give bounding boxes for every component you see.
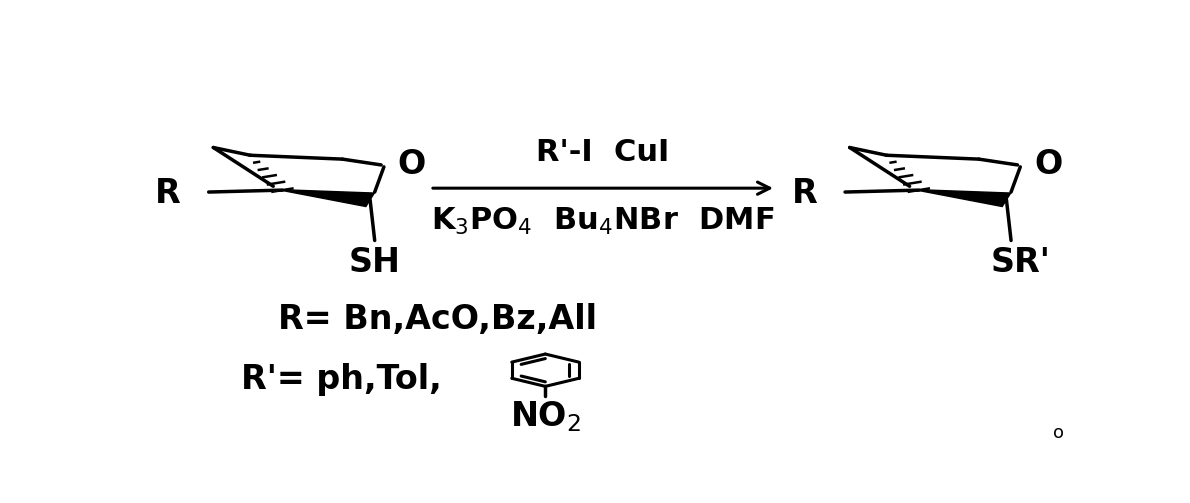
Text: R: R (791, 178, 818, 210)
Text: o: o (1053, 424, 1064, 442)
Text: SH: SH (349, 246, 401, 279)
Text: R'= ph,Tol,: R'= ph,Tol, (242, 363, 441, 396)
Text: O: O (1034, 148, 1063, 182)
Polygon shape (282, 190, 375, 207)
Text: R'-I  CuI: R'-I CuI (537, 138, 670, 167)
Text: K$_3$PO$_4$  Bu$_4$NBr  DMF: K$_3$PO$_4$ Bu$_4$NBr DMF (431, 206, 775, 237)
Text: O: O (397, 148, 426, 182)
Text: R= Bn,AcO,Bz,All: R= Bn,AcO,Bz,All (278, 303, 597, 337)
Text: NO$_2$: NO$_2$ (509, 399, 581, 434)
Polygon shape (919, 190, 1010, 207)
Text: SR': SR' (990, 246, 1051, 279)
Text: R: R (155, 178, 181, 210)
